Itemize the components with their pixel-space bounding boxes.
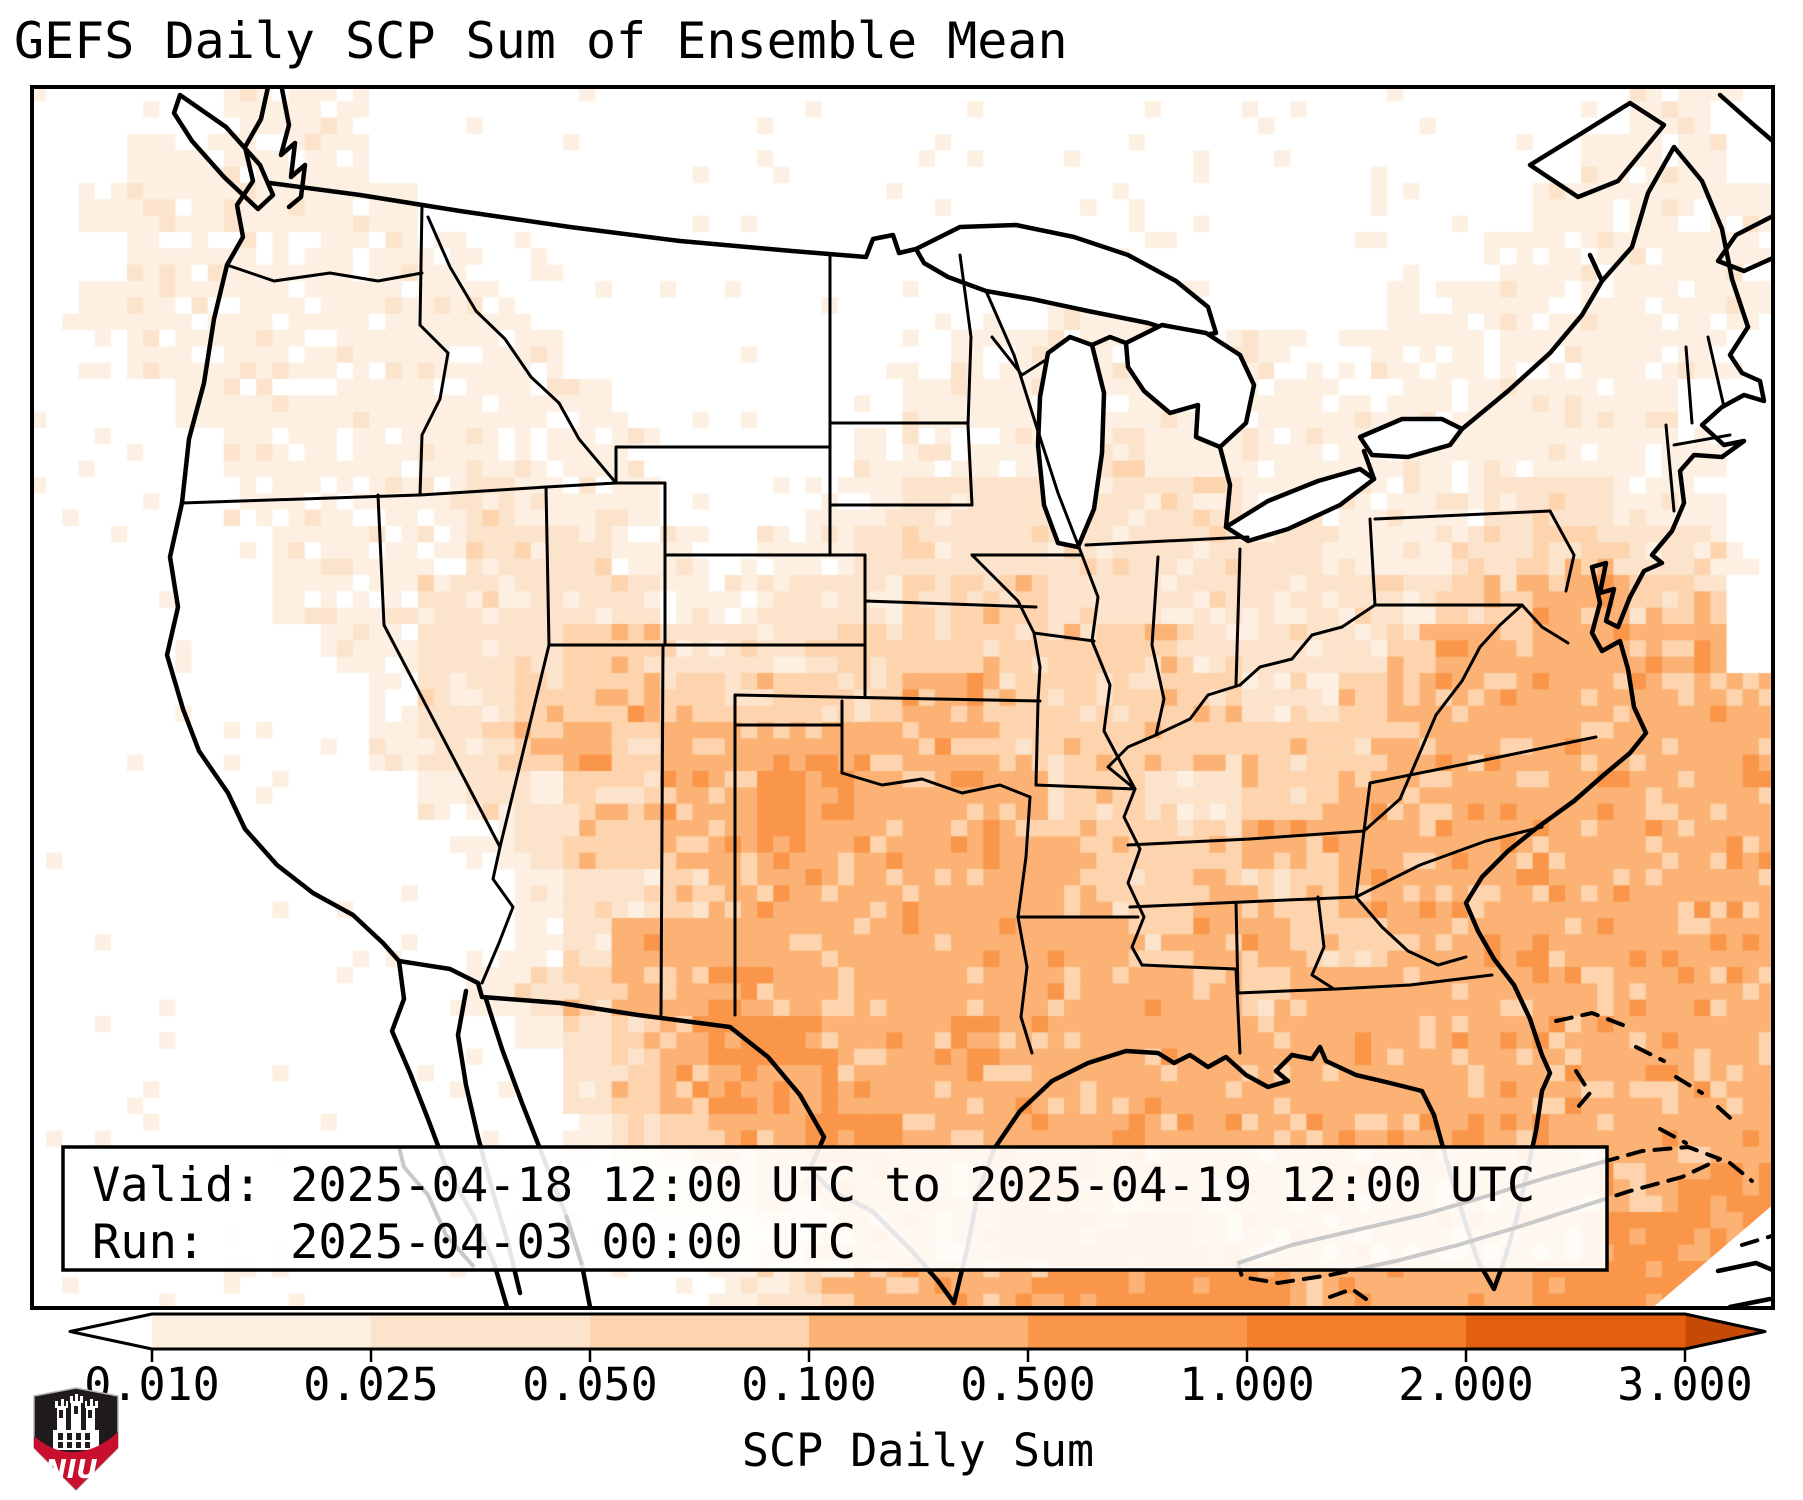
colorbar-segment xyxy=(1466,1314,1686,1349)
map-frame xyxy=(30,85,1775,1310)
colorbar-over-arrow xyxy=(1685,1314,1765,1349)
colorbar-tick-label: 2.000 xyxy=(1398,1358,1534,1411)
colorbar-segment xyxy=(371,1314,591,1349)
colorbar-segment xyxy=(1028,1314,1248,1349)
map-outline-overlay xyxy=(30,85,1775,1310)
niu-red-band xyxy=(34,1432,118,1490)
state-borders xyxy=(180,203,1732,1055)
colorbar-segment xyxy=(590,1314,810,1349)
colorbar-segment xyxy=(152,1314,372,1349)
colorbar-tick-label: 0.500 xyxy=(960,1358,1096,1411)
projection-corner-wedge xyxy=(1650,1203,1775,1310)
coastline-through-box xyxy=(397,1147,1607,1270)
colorbar-tick-label: 1.000 xyxy=(1179,1358,1315,1411)
niu-logo: NIU xyxy=(33,1387,119,1492)
info-box-border xyxy=(61,1145,1609,1272)
colorbar-tick-label: 0.100 xyxy=(741,1358,877,1411)
niu-logo-text: NIU xyxy=(45,1455,98,1485)
colorbar-segment xyxy=(1247,1314,1467,1349)
info-box-background xyxy=(63,1147,1607,1270)
colorbar-axis-label: SCP Daily Sum xyxy=(741,1424,1095,1477)
colorbar-under-arrow xyxy=(70,1314,152,1349)
figure-title: GEFS Daily SCP Sum of Ensemble Mean xyxy=(14,12,1068,70)
niu-castle-windows xyxy=(58,1406,92,1448)
colorbar-tick-label: 3.000 xyxy=(1617,1358,1753,1411)
colorbar xyxy=(68,1312,1767,1362)
colorbar-tick-label: 0.050 xyxy=(522,1358,658,1411)
coastlines xyxy=(164,85,1775,1310)
valid-time-label: Valid: 2025-04-18 12:00 UTC to 2025-04-1… xyxy=(92,1158,1536,1213)
map xyxy=(30,85,1775,1310)
run-time-label: Run: 2025-04-03 00:00 UTC xyxy=(92,1215,857,1270)
info-box: Valid: 2025-04-18 12:00 UTC to 2025-04-1… xyxy=(92,1157,1592,1270)
colorbar-tick-label: 0.025 xyxy=(303,1358,439,1411)
colorbar-segment xyxy=(809,1314,1029,1349)
